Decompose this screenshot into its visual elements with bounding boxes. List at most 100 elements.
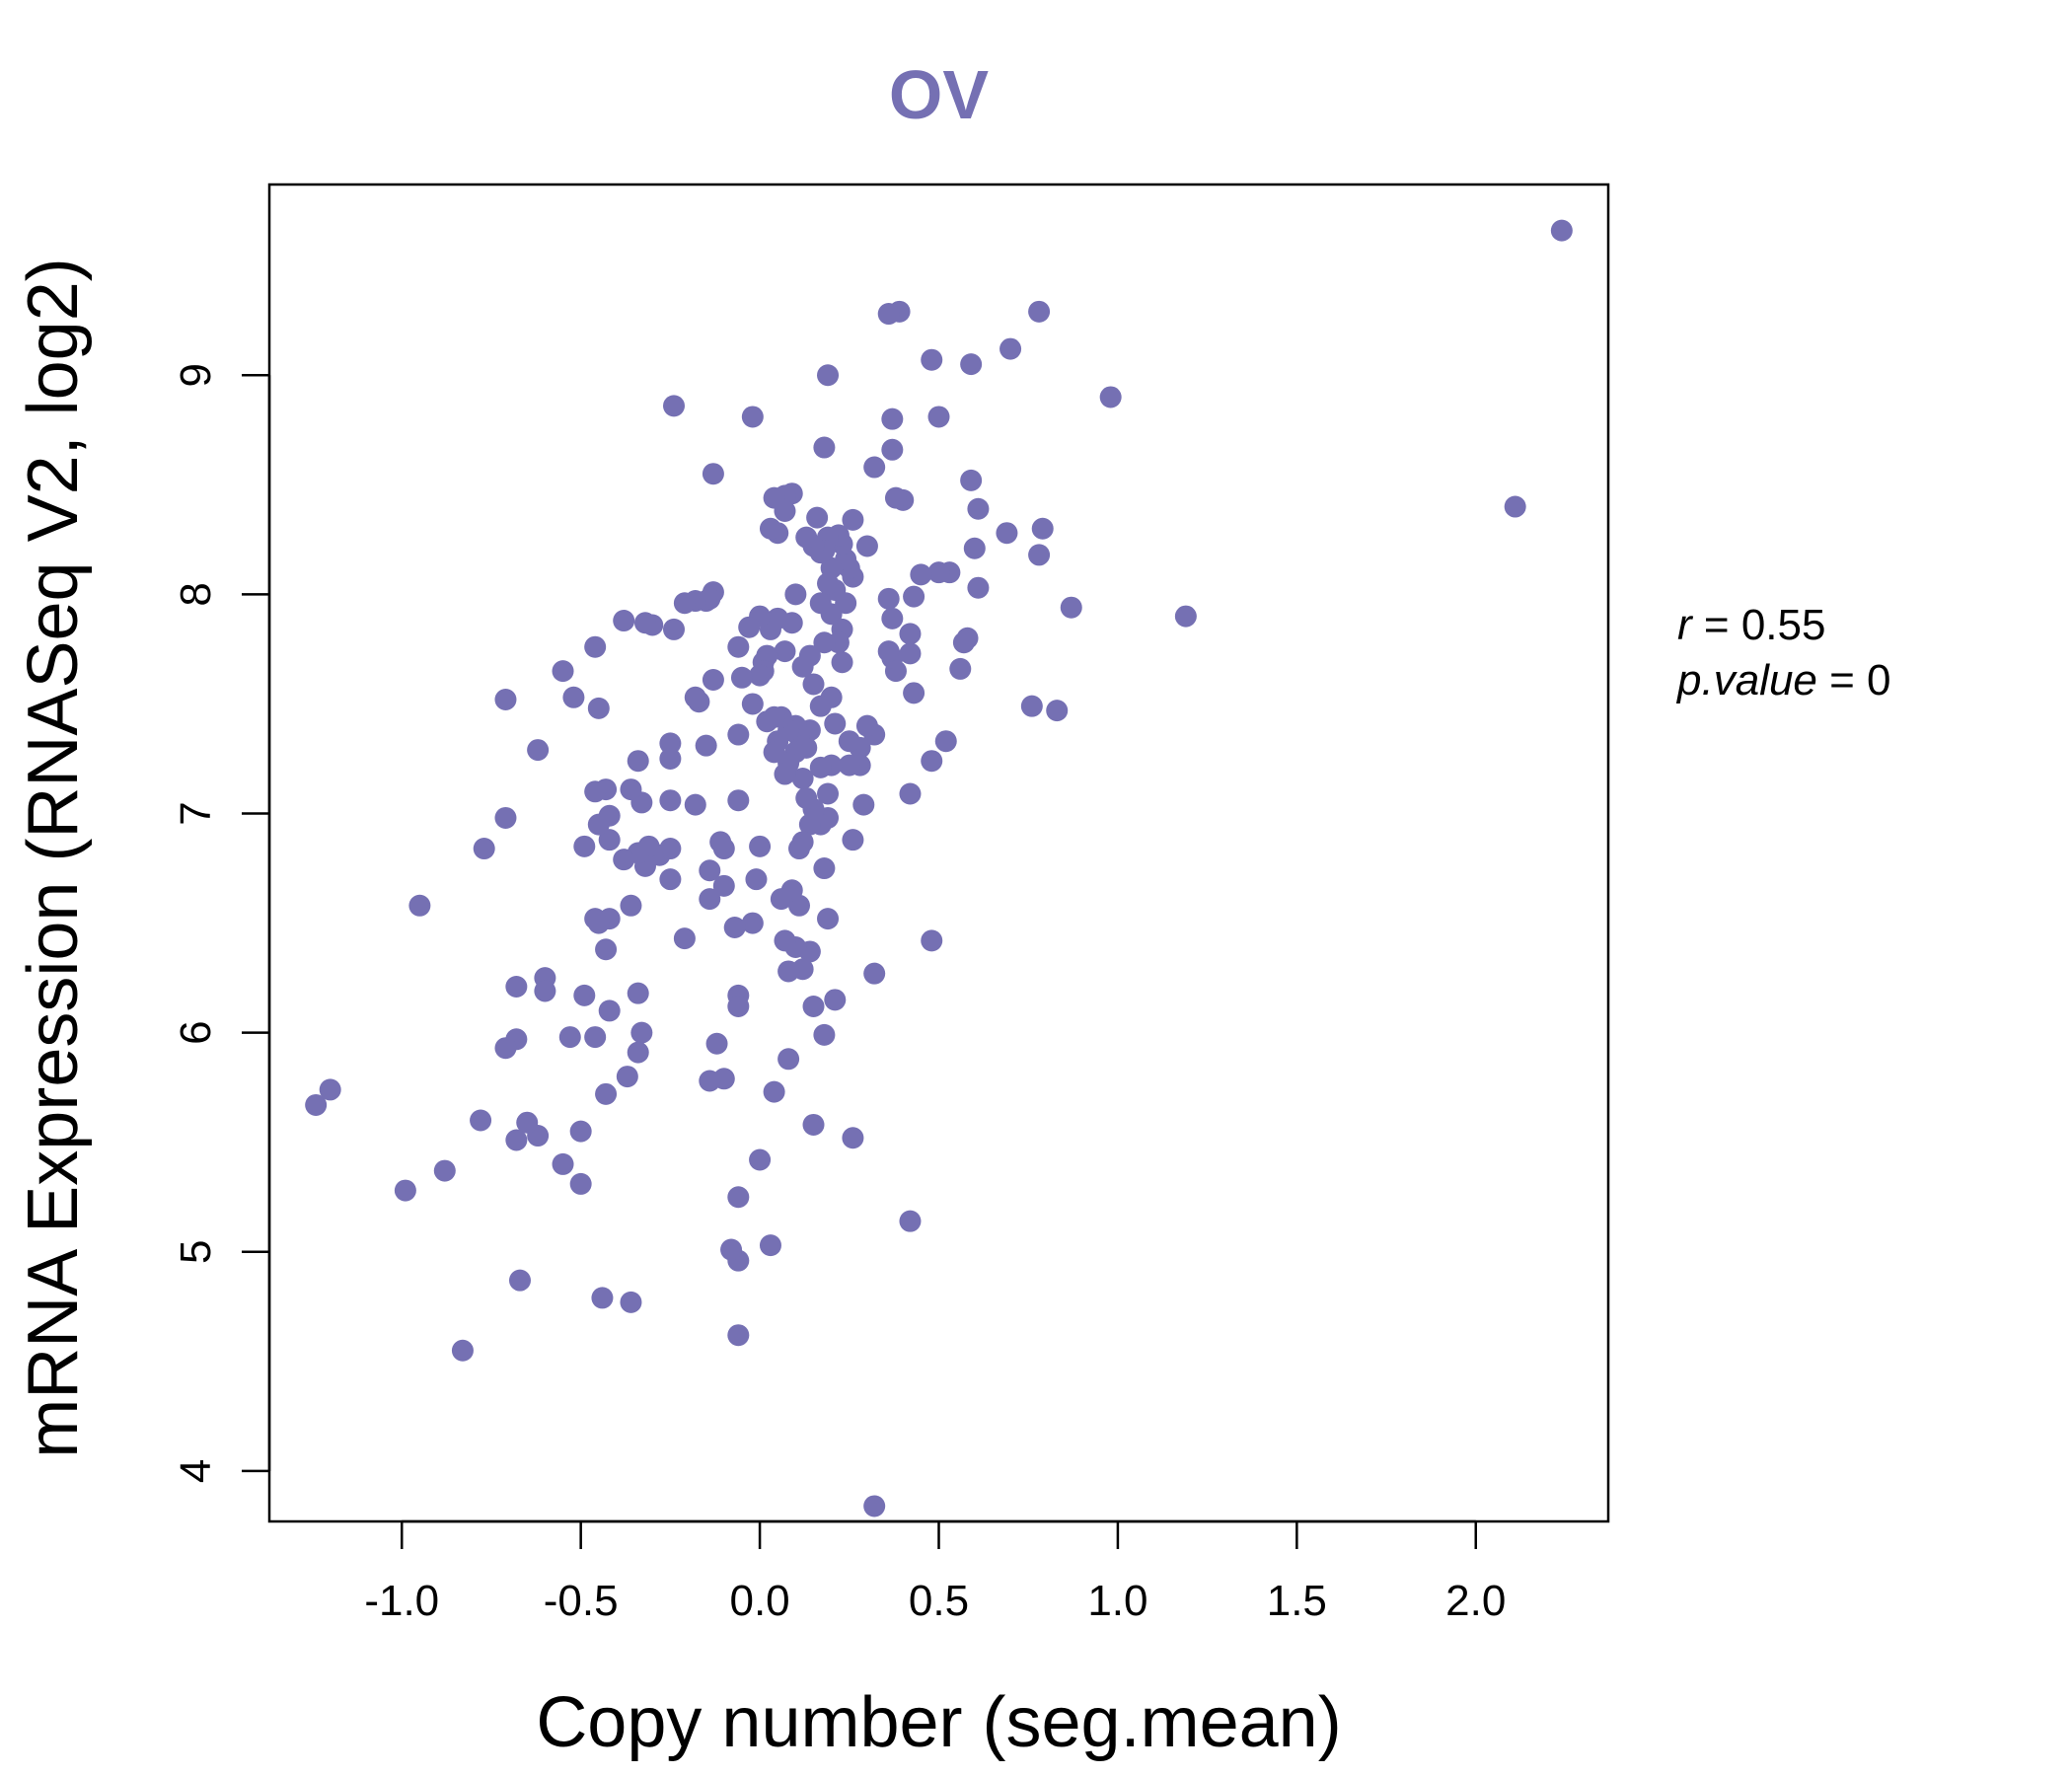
data-point xyxy=(569,1120,592,1143)
y-axis: 4 5 6 7 8 9 xyxy=(172,363,271,1483)
y-tick-label: 9 xyxy=(172,363,220,387)
data-point xyxy=(842,508,864,531)
y-tick-label: 4 xyxy=(172,1459,220,1483)
data-point xyxy=(534,980,556,1002)
data-point xyxy=(817,364,840,387)
data-point xyxy=(627,750,649,773)
data-point xyxy=(558,1026,581,1049)
data-point xyxy=(855,535,878,557)
data-point xyxy=(659,789,682,812)
x-tick-label: 2.0 xyxy=(1445,1577,1506,1625)
data-point xyxy=(817,908,840,930)
data-point xyxy=(699,888,721,911)
x-tick-label: -1.0 xyxy=(364,1577,439,1625)
data-point xyxy=(620,894,642,917)
data-point xyxy=(855,714,878,737)
y-tick-label: 5 xyxy=(172,1240,220,1264)
data-point xyxy=(899,1210,922,1232)
p-value-label: p.value xyxy=(1675,656,1817,704)
data-point xyxy=(798,813,821,836)
data-point xyxy=(899,642,922,665)
data-point xyxy=(505,976,528,998)
data-point xyxy=(881,407,904,430)
data-point xyxy=(673,927,696,950)
x-tick-label: 1.0 xyxy=(1087,1577,1147,1625)
data-point xyxy=(598,999,621,1022)
data-point xyxy=(999,337,1022,360)
data-point xyxy=(831,651,853,674)
data-point xyxy=(727,723,750,746)
data-point xyxy=(627,1041,649,1064)
data-point xyxy=(494,806,517,829)
data-point xyxy=(745,868,768,891)
data-point xyxy=(934,730,957,753)
x-axis-label: Copy number (seg.mean) xyxy=(536,1683,1341,1762)
data-point xyxy=(921,348,943,371)
data-point xyxy=(673,592,696,615)
chart-title: OV xyxy=(889,56,989,133)
data-point xyxy=(784,583,807,606)
data-point xyxy=(1046,700,1069,722)
data-point xyxy=(730,666,753,689)
data-point xyxy=(967,497,990,520)
data-point xyxy=(813,857,836,880)
data-point xyxy=(620,778,642,801)
data-point xyxy=(663,618,686,640)
data-point xyxy=(470,1109,492,1132)
data-point xyxy=(584,635,607,658)
data-point xyxy=(494,1037,517,1060)
data-point xyxy=(494,689,517,711)
data-point xyxy=(877,640,900,663)
data-point xyxy=(1020,695,1043,717)
data-point xyxy=(921,929,943,952)
data-point xyxy=(305,1093,328,1116)
data-point xyxy=(1031,517,1054,540)
data-point xyxy=(508,1269,531,1292)
data-point xyxy=(319,1078,341,1101)
data-point xyxy=(838,730,860,753)
data-point xyxy=(899,623,922,645)
y-tick-label: 6 xyxy=(172,1020,220,1044)
data-point xyxy=(927,406,950,428)
x-tick-label: 1.5 xyxy=(1267,1577,1327,1625)
data-point xyxy=(881,607,904,629)
correlation-annotation: r = 0.55 p.value = 0 xyxy=(1675,601,1891,704)
r-equals: = xyxy=(1692,601,1741,649)
data-point xyxy=(627,982,649,1004)
data-point xyxy=(749,664,772,687)
data-point xyxy=(749,835,772,857)
data-point xyxy=(702,463,724,485)
data-point xyxy=(952,631,975,654)
data-point xyxy=(727,995,750,1017)
data-point xyxy=(770,888,792,911)
x-axis: -1.0 -0.5 0.0 0.5 1.0 1.5 2.0 xyxy=(364,1519,1506,1625)
data-point xyxy=(516,1111,539,1134)
data-point xyxy=(763,1080,785,1103)
data-point xyxy=(709,831,732,853)
data-point xyxy=(960,353,983,376)
data-point xyxy=(702,669,724,692)
data-point xyxy=(741,912,764,934)
data-point xyxy=(741,693,764,715)
data-point xyxy=(791,655,814,678)
data-point xyxy=(756,710,778,733)
p-equals: = xyxy=(1817,656,1867,704)
data-point xyxy=(809,756,832,778)
data-point xyxy=(659,868,682,891)
data-point xyxy=(813,1023,836,1046)
data-point xyxy=(663,395,686,417)
data-point xyxy=(584,908,607,930)
r-label: r xyxy=(1677,601,1694,649)
plot-frame xyxy=(267,183,1610,1523)
data-point xyxy=(813,631,836,654)
data-point xyxy=(1174,605,1197,628)
x-tick-label: -0.5 xyxy=(544,1577,619,1625)
data-point xyxy=(527,739,550,762)
data-point xyxy=(659,732,682,755)
data-point xyxy=(949,657,972,680)
data-point xyxy=(787,838,810,860)
data-point xyxy=(921,750,943,773)
data-point xyxy=(584,1026,607,1049)
data-point xyxy=(877,587,900,610)
